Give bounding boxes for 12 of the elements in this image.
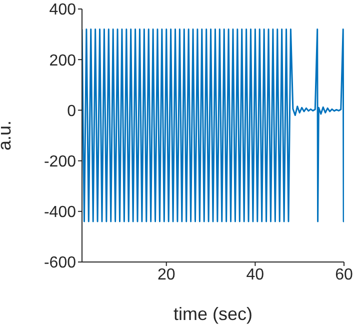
x-axis-title: time (sec) <box>173 304 253 324</box>
x-tick-label: 40 <box>246 266 264 284</box>
y-tick-label: 200 <box>49 52 76 70</box>
y-tick-label: -200 <box>44 153 76 170</box>
y-tick-label: 0 <box>67 102 76 120</box>
x-tick-label: 20 <box>157 266 176 284</box>
y-tick-label: -400 <box>44 204 76 222</box>
y-axis-title: a.u. <box>0 120 14 151</box>
x-tick-label: 60 <box>335 266 353 284</box>
y-tick-label: -600 <box>44 254 76 272</box>
line-series <box>82 28 344 222</box>
y-tick-label: 400 <box>49 2 76 19</box>
